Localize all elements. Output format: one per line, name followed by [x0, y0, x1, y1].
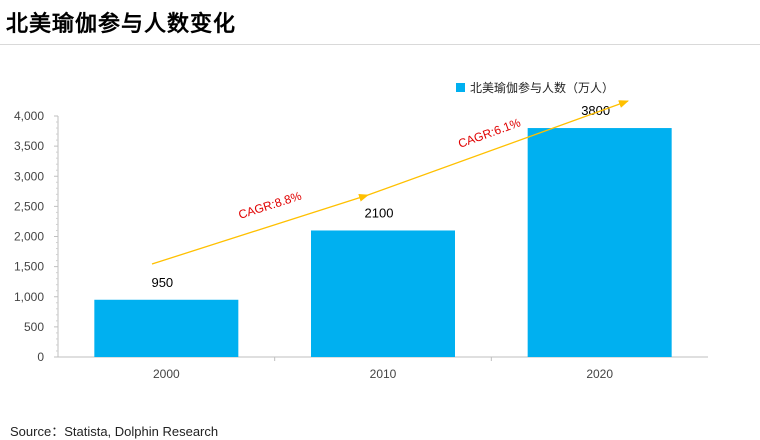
y-tick-label: 4,000: [14, 109, 44, 123]
y-tick-label: 1,500: [14, 260, 44, 274]
y-tick-label: 3,500: [14, 139, 44, 153]
y-tick-label: 0: [37, 350, 44, 364]
data-label: 3800: [581, 103, 610, 118]
bar-2000: [94, 299, 239, 357]
data-label: 2100: [365, 205, 394, 220]
source-note: Source：Statista, Dolphin Research: [10, 424, 219, 439]
x-tick-label: 2000: [153, 367, 180, 381]
growth-arrow: [367, 100, 629, 196]
legend-swatch: [456, 83, 465, 92]
data-label: 950: [151, 275, 173, 290]
growth-arrow: [151, 193, 369, 265]
y-tick-label: 1,000: [14, 290, 44, 304]
cagr-annotation: CAGR:6.1%: [456, 115, 523, 151]
bar-2010: [311, 230, 455, 357]
chart-title: 北美瑜伽参与人数变化: [6, 12, 237, 37]
bar-2020: [527, 128, 672, 357]
legend-label: 北美瑜伽参与人数（万人）: [470, 80, 614, 95]
y-tick-label: 3,000: [14, 169, 44, 183]
title-divider: [0, 44, 760, 45]
y-tick-label: 2,000: [14, 230, 44, 244]
y-tick-label: 500: [24, 320, 44, 334]
y-tick-label: 2,500: [14, 199, 44, 213]
x-tick-label: 2010: [370, 367, 397, 381]
x-tick-label: 2020: [586, 367, 613, 381]
cagr-annotation: CAGR:8.8%: [237, 189, 304, 222]
